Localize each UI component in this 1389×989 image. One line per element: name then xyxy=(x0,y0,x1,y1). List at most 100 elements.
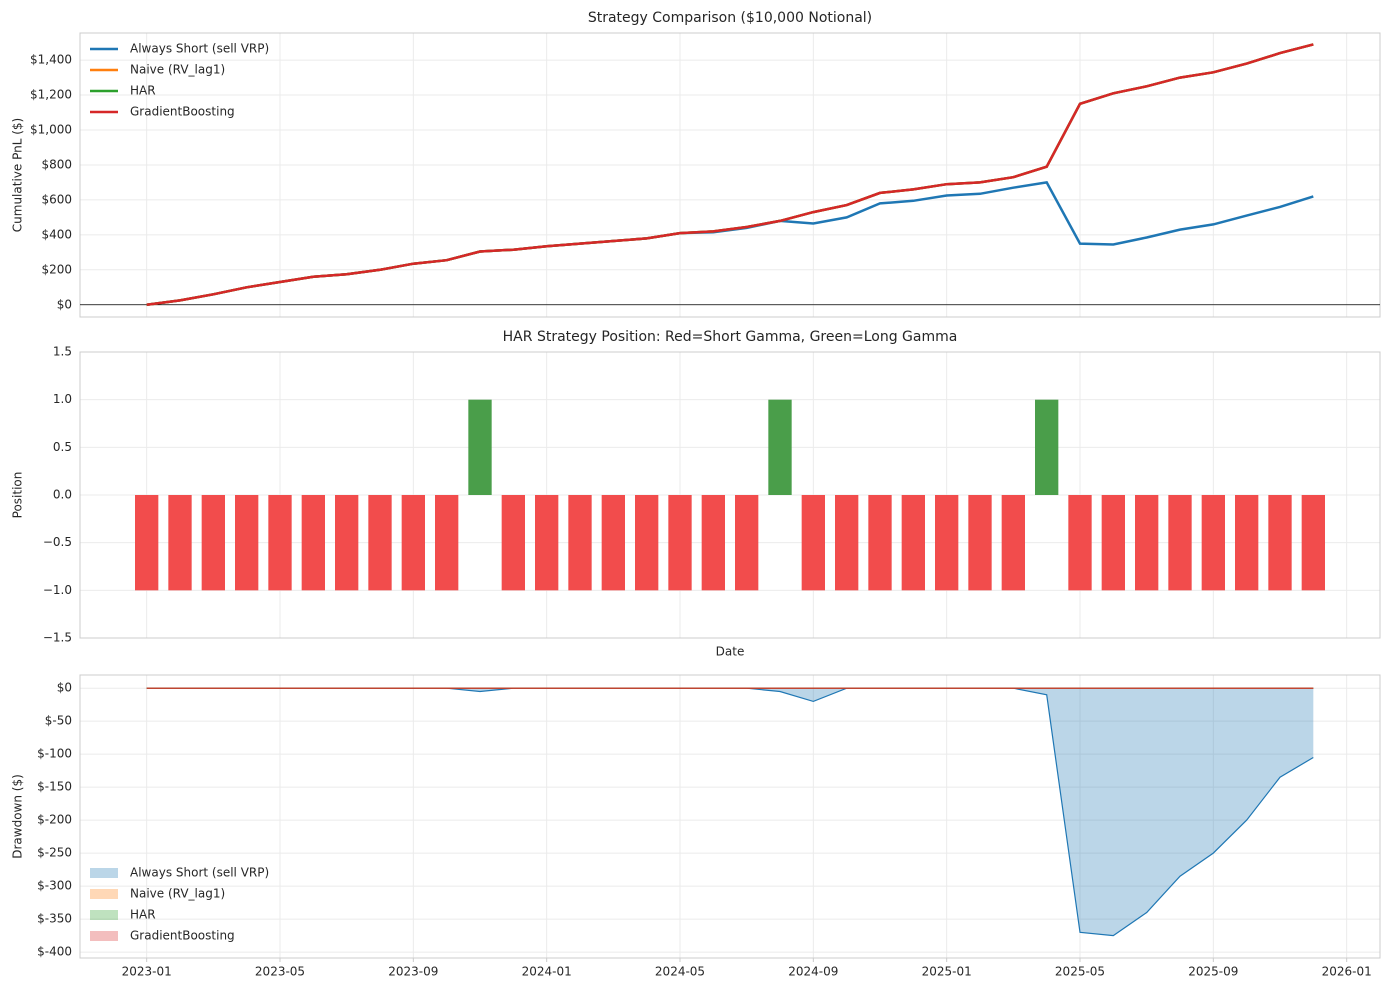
bar xyxy=(168,495,192,591)
y-tick-label: 1.0 xyxy=(53,392,72,406)
y-tick-label: $200 xyxy=(41,262,72,276)
bar xyxy=(935,495,959,591)
y-tick-label: −1.0 xyxy=(43,583,72,597)
legend-swatch xyxy=(90,868,118,878)
x-tick-label: 2024-05 xyxy=(655,965,705,979)
legend-label: GradientBoosting xyxy=(130,105,235,119)
y-tick-label: $-400 xyxy=(37,945,72,959)
chart-title: HAR Strategy Position: Red=Short Gamma, … xyxy=(503,329,958,345)
x-axis-label: Date xyxy=(716,645,745,659)
x-tick-label: 2024-01 xyxy=(522,965,572,979)
bar xyxy=(368,495,392,591)
bar xyxy=(435,495,459,591)
plot-frame xyxy=(79,674,1381,959)
bar xyxy=(701,495,725,591)
legend-label: Always Short (sell VRP) xyxy=(130,866,269,880)
y-tick-label: $400 xyxy=(41,227,72,241)
bar xyxy=(1301,495,1325,591)
panel: 2023-01 2023-05 2023-09 2024-01 2024-05 2024-… xyxy=(11,674,1381,979)
bar xyxy=(268,495,292,591)
y-tick-label: $-250 xyxy=(37,846,72,860)
bar xyxy=(735,495,759,591)
y-axis-label: Cumulative PnL ($) xyxy=(11,118,25,232)
series-area xyxy=(146,688,1314,936)
legend-label: HAR xyxy=(130,84,156,98)
bar xyxy=(235,495,259,591)
y-axis-label: Drawdown ($) xyxy=(11,774,25,859)
y-tick-label: −1.5 xyxy=(43,631,72,645)
bar xyxy=(901,495,925,591)
x-tick-label: 2025-09 xyxy=(1188,965,1238,979)
x-tick-label: 2023-05 xyxy=(255,965,305,979)
legend-label: Naive (RV_lag1) xyxy=(130,887,225,901)
panel: $0 $200 $400 $600 $800 $1,000 $1,200 $1,400 Stra… xyxy=(11,10,1381,318)
y-tick-label: $1,200 xyxy=(30,88,72,102)
y-tick-label: $1,000 xyxy=(30,122,72,136)
series-line xyxy=(146,43,1314,307)
bar xyxy=(135,495,159,591)
x-tick-label: 2025-05 xyxy=(1055,965,1105,979)
legend-label: Always Short (sell VRP) xyxy=(130,42,269,56)
legend-swatch xyxy=(90,910,118,920)
x-tick-label: 2023-01 xyxy=(122,965,172,979)
legend-label: HAR xyxy=(130,908,156,922)
chart-title: Strategy Comparison ($10,000 Notional) xyxy=(588,10,872,26)
y-tick-label: $-200 xyxy=(37,813,72,827)
bar xyxy=(201,495,225,591)
series-line xyxy=(146,181,1314,307)
legend-label: GradientBoosting xyxy=(130,929,235,943)
bar xyxy=(635,495,659,591)
bar xyxy=(535,495,559,591)
y-tick-label: $-350 xyxy=(37,912,72,926)
bar xyxy=(1068,495,1092,591)
y-tick-label: −0.5 xyxy=(43,535,72,549)
legend-swatch xyxy=(90,931,118,941)
plot-frame xyxy=(79,32,1381,318)
y-tick-label: $-300 xyxy=(37,879,72,893)
legend-swatch xyxy=(90,889,118,899)
x-tick-label: 2025-01 xyxy=(922,965,972,979)
bar xyxy=(601,495,625,591)
bar xyxy=(1035,399,1059,495)
bar xyxy=(301,495,325,591)
bar xyxy=(801,495,825,591)
series-line xyxy=(146,43,1314,307)
y-tick-label: $-50 xyxy=(45,714,72,728)
x-tick-label: 2023-09 xyxy=(388,965,438,979)
bar xyxy=(401,495,425,591)
bar xyxy=(335,495,359,591)
bar xyxy=(868,495,892,591)
bar xyxy=(1201,495,1225,591)
panel: −1.5 −1.0 −0.5 0.0 0.5 1.0 1.5 HAR Strategy Pos… xyxy=(11,329,1381,659)
y-tick-label: 1.5 xyxy=(53,345,72,359)
y-tick-label: $600 xyxy=(41,192,72,206)
y-tick-label: 0.0 xyxy=(53,488,72,502)
x-tick-label: 2024-09 xyxy=(788,965,838,979)
bar xyxy=(1235,495,1259,591)
bar xyxy=(835,495,859,591)
bar xyxy=(1168,495,1192,591)
bar xyxy=(1135,495,1159,591)
y-tick-label: $800 xyxy=(41,157,72,171)
bar xyxy=(768,399,792,495)
legend-label: Naive (RV_lag1) xyxy=(130,63,225,77)
bar xyxy=(1001,495,1025,591)
bar xyxy=(1101,495,1125,591)
y-tick-label: $-150 xyxy=(37,780,72,794)
y-tick-label: $0 xyxy=(57,681,72,695)
bar xyxy=(968,495,992,591)
y-tick-label: $-100 xyxy=(37,747,72,761)
x-tick-label: 2026-01 xyxy=(1322,965,1372,979)
y-tick-label: $1,400 xyxy=(30,53,72,67)
y-axis-label: Position xyxy=(11,472,25,519)
y-tick-label: $0 xyxy=(57,297,72,311)
y-tick-label: 0.5 xyxy=(53,440,72,454)
series-line xyxy=(146,43,1314,307)
plot-frame xyxy=(79,351,1381,639)
bar xyxy=(568,495,592,591)
bar xyxy=(1268,495,1292,591)
bar xyxy=(668,495,692,591)
bar xyxy=(468,399,492,495)
bar xyxy=(501,495,525,591)
